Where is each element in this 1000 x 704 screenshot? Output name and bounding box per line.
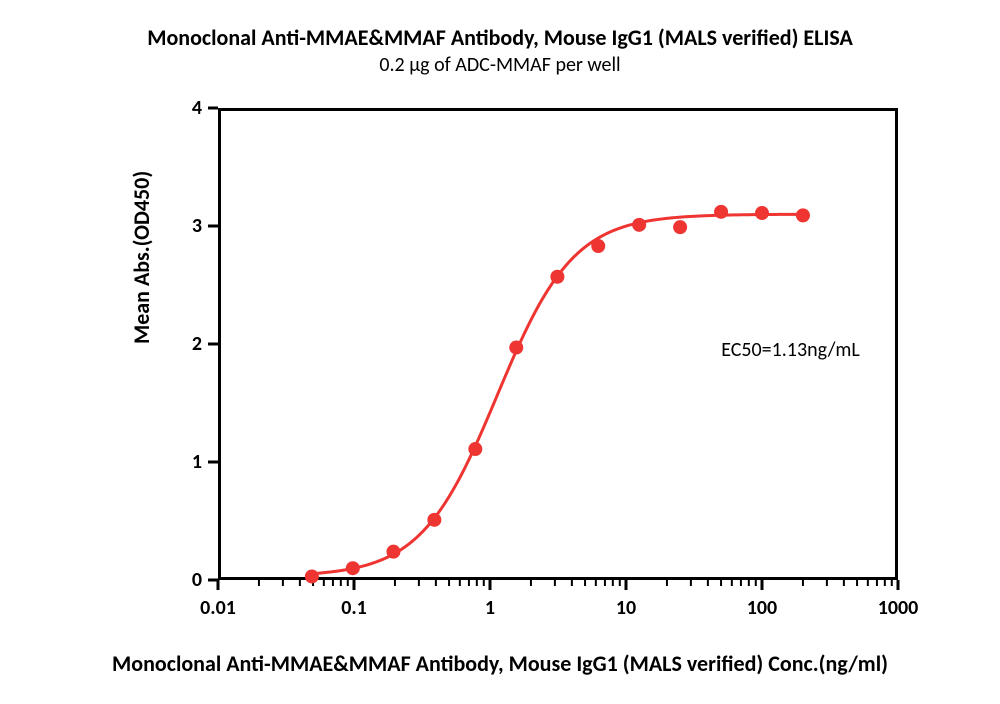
- x-tick-label: 100: [722, 596, 802, 620]
- x-tick-label: 1: [450, 596, 530, 620]
- x-tick-label: 0.1: [314, 596, 394, 620]
- y-tick-label: 3: [178, 214, 202, 238]
- y-tick-label: 0: [178, 568, 202, 592]
- title-block: Monoclonal Anti-MMAE&MMAF Antibody, Mous…: [0, 24, 1000, 77]
- x-tick-label: 1000: [858, 596, 938, 620]
- chart-title: Monoclonal Anti-MMAE&MMAF Antibody, Mous…: [0, 24, 1000, 51]
- y-axis-label: Mean Abs.(OD450): [128, 171, 155, 344]
- y-tick-label: 1: [178, 450, 202, 474]
- y-tick-label: 2: [178, 332, 202, 356]
- y-tick-label: 4: [178, 96, 202, 120]
- x-tick-label: 10: [586, 596, 666, 620]
- x-axis-label: Monoclonal Anti-MMAE&MMAF Antibody, Mous…: [0, 650, 1000, 677]
- chart-subtitle: 0.2 μg of ADC-MMAF per well: [0, 53, 1000, 77]
- ec50-annotation: EC50=1.13ng/mL: [721, 338, 860, 362]
- x-tick-label: 0.01: [178, 596, 258, 620]
